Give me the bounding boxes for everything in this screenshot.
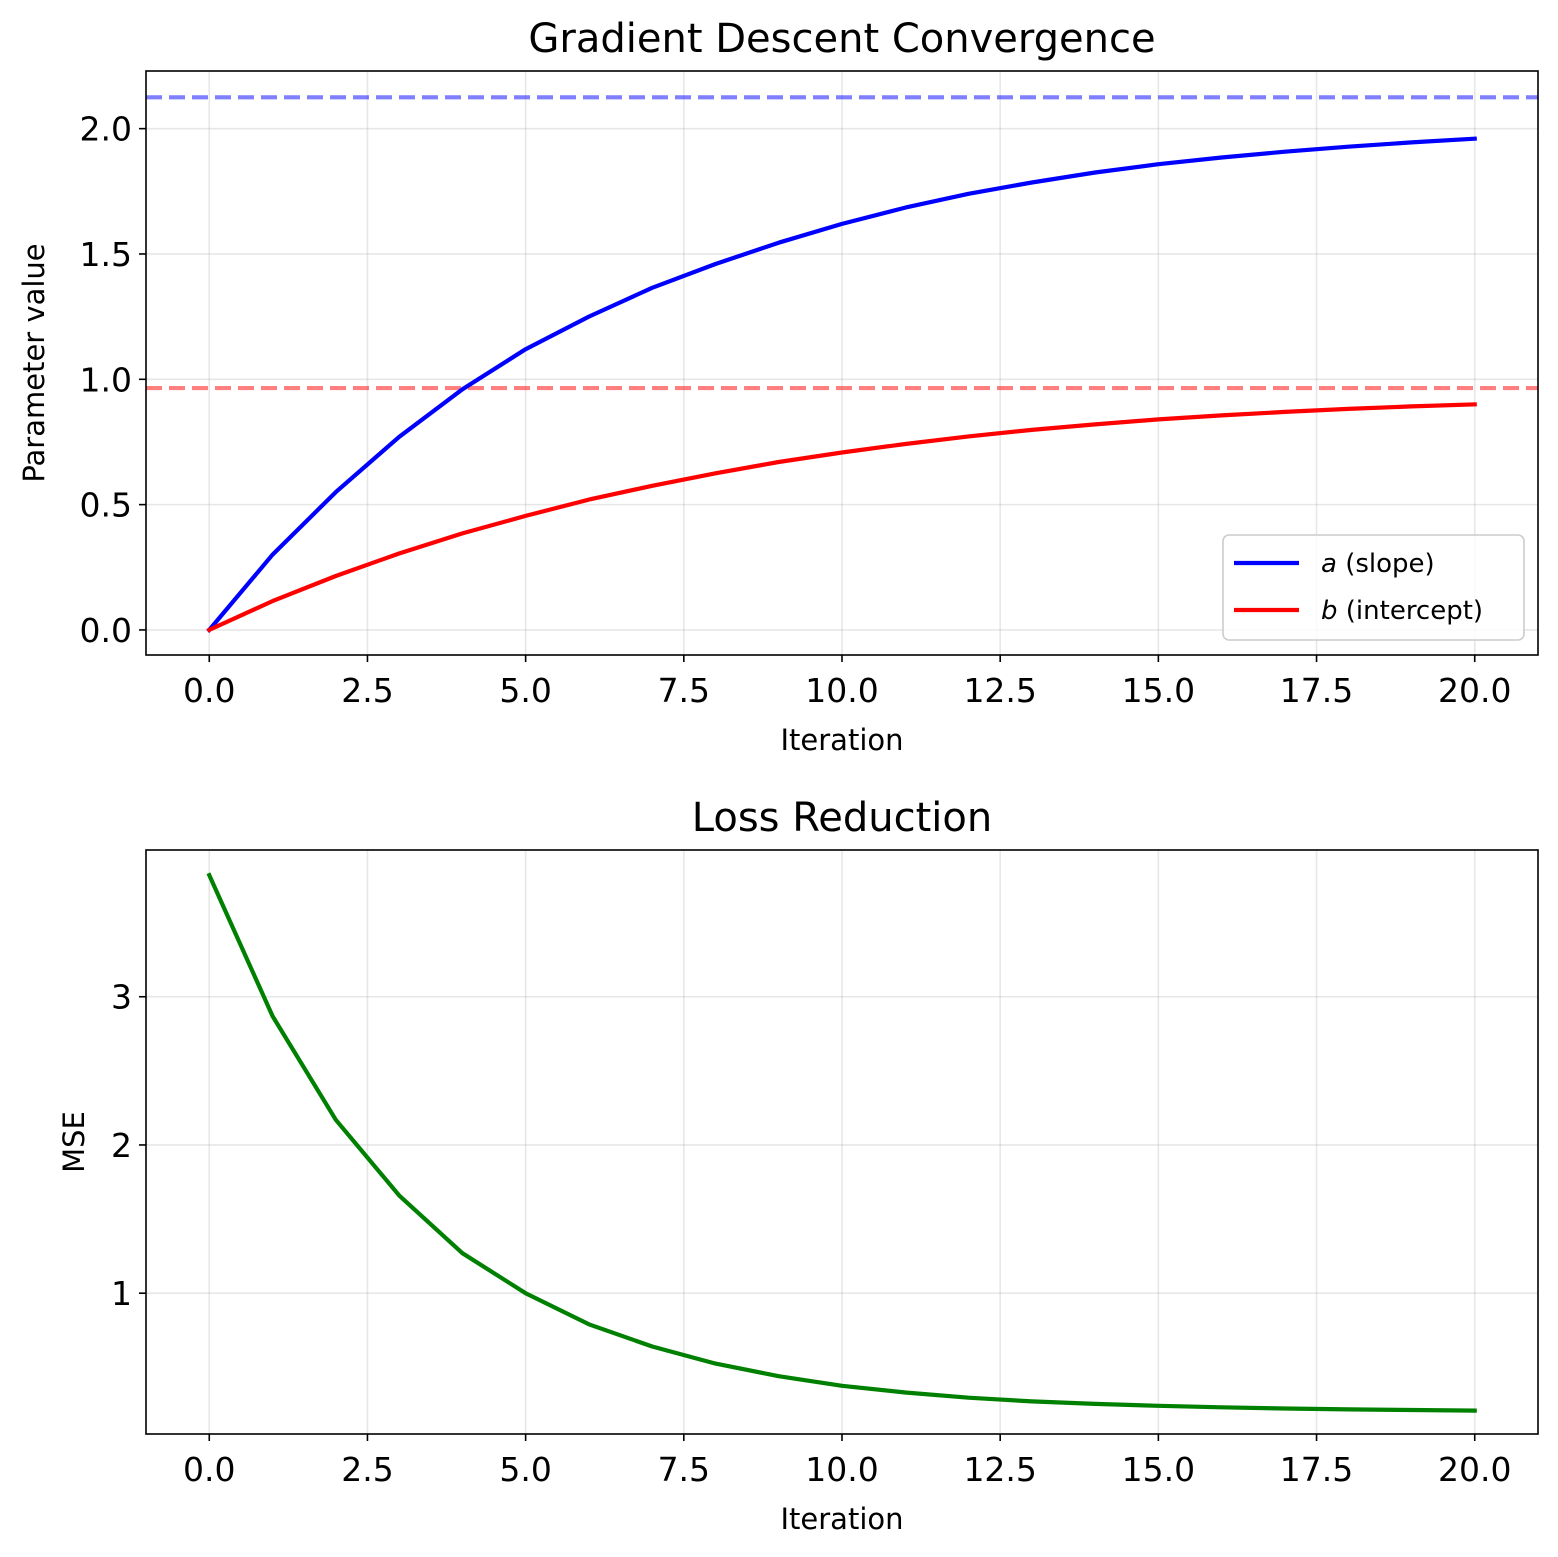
x-tick-label: 2.5: [341, 1450, 393, 1489]
x-tick-label: 17.5: [1280, 671, 1353, 710]
y-tick-label: 1.0: [80, 360, 132, 399]
x-tick-label: 17.5: [1280, 1450, 1353, 1489]
y-tick-label: 0.0: [80, 611, 132, 650]
x-tick-label: 2.5: [341, 671, 393, 710]
y-tick-label: 2.0: [80, 110, 132, 149]
legend-label: b (intercept): [1321, 596, 1483, 626]
x-tick-label: 0.0: [183, 1450, 235, 1489]
legend: a (slope) b (intercept): [1222, 534, 1525, 641]
chart-title: Loss Reduction: [692, 795, 992, 841]
y-tick-label: 1.5: [80, 235, 132, 274]
y-axis-label: Parameter value: [17, 243, 51, 482]
x-tick-label: 7.5: [658, 671, 710, 710]
x-tick-label: 5.0: [499, 671, 551, 710]
x-axis-label: Iteration: [780, 1502, 903, 1536]
x-tick-label: 15.0: [1122, 671, 1195, 710]
x-tick-label: 5.0: [499, 1450, 551, 1489]
x-tick-label: 10.0: [805, 671, 878, 710]
x-tick-label: 15.0: [1122, 1450, 1195, 1489]
x-axis-label: Iteration: [780, 723, 903, 757]
chart-panel-1: 0.0 2.5 5.0 7.5 10.0 12.5 15.0 17.5 20.0 0.0 0.5 1.…: [17, 16, 1539, 757]
x-tick-label: 20.0: [1438, 1450, 1511, 1489]
x-tick-label: 12.5: [963, 671, 1036, 710]
y-tick-label: 3: [111, 978, 132, 1017]
series-line-2: [206, 402, 1477, 633]
y-tick-label: 0.5: [80, 486, 132, 525]
x-tick-label: 7.5: [658, 1450, 710, 1489]
series-line-1: [206, 872, 1477, 1413]
y-tick-label: 2: [111, 1126, 132, 1165]
x-tick-label: 20.0: [1438, 671, 1511, 710]
x-tick-label: 10.0: [805, 1450, 878, 1489]
chart-title: Gradient Descent Convergence: [528, 16, 1155, 62]
y-tick-label: 1: [111, 1274, 132, 1313]
y-axis-label: MSE: [57, 1111, 91, 1173]
series-line-1: [206, 136, 1477, 633]
chart-panel-2: 0.0 2.5 5.0 7.5 10.0 12.5 15.0 17.5 20.0 1 2 3 Loss …: [57, 795, 1539, 1536]
x-tick-label: 0.0: [183, 671, 235, 710]
legend-label: a (slope): [1321, 549, 1435, 579]
x-tick-label: 12.5: [963, 1450, 1036, 1489]
